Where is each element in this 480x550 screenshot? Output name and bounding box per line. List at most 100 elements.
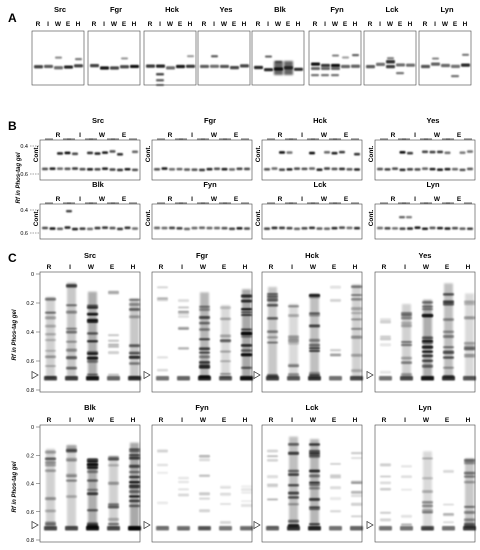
lane-label-c: R (269, 264, 274, 271)
lane-label-c: W (200, 264, 207, 271)
lane-label-c: H (353, 264, 358, 271)
blot-band (45, 324, 56, 328)
blot-band (221, 167, 228, 171)
blot-band (351, 490, 362, 494)
kinase-name-c-blk: Blk (84, 403, 97, 412)
blot-band (108, 351, 119, 355)
blot-band (321, 74, 329, 77)
blot-band (87, 312, 98, 315)
blot-band (117, 168, 123, 172)
blot-band (108, 373, 119, 377)
lane-label-c: E (332, 417, 337, 424)
lane-label-a: E (286, 21, 291, 28)
group-label-b: E (122, 196, 127, 203)
blot-band (288, 496, 299, 499)
blot-band (66, 348, 77, 352)
blot-band (288, 305, 299, 308)
lane-label-c: R (159, 264, 164, 271)
blot-band (220, 306, 231, 310)
lane-label-a: I (267, 21, 269, 28)
blot-band (443, 351, 454, 355)
blot-band (87, 488, 98, 491)
blot-band (464, 300, 475, 304)
blot-band (309, 226, 315, 230)
blot-band (66, 210, 72, 213)
blot-band (380, 475, 391, 478)
blot-band (399, 216, 405, 219)
blot-a-hck (143, 30, 197, 86)
kinase-name-c-fyn: Fyn (195, 403, 209, 412)
blot-band (331, 74, 339, 77)
blot-band (241, 504, 252, 507)
lane-label-c: H (243, 417, 248, 424)
group-label-b: I (414, 196, 416, 203)
blot-band (443, 356, 454, 359)
blot-band (443, 318, 454, 321)
blot-band (45, 311, 56, 314)
group-label-b: E (234, 196, 239, 203)
arrowhead-marker (253, 520, 261, 530)
blot-band (431, 62, 440, 66)
blot-band (267, 458, 278, 462)
blot-band (157, 463, 168, 467)
blot-band (288, 335, 299, 339)
control-label: Cont. (368, 146, 375, 163)
blot-smear (109, 455, 118, 528)
blot-band (443, 330, 454, 334)
blot-band (422, 301, 433, 304)
axis-tick-b: 0.4 (20, 144, 28, 150)
blot-band (45, 355, 56, 359)
group-label-b: W (321, 196, 328, 203)
control-label-group: Cont. (368, 210, 375, 227)
blot-band (380, 335, 391, 338)
blot-b-fyn (151, 203, 253, 240)
kinase-name-a-fyn: Fyn (330, 5, 344, 14)
blot-band (117, 152, 123, 156)
blot-band (330, 299, 341, 302)
blot-band (459, 168, 466, 172)
kinase-name-b-hck: Hck (313, 116, 328, 125)
blot-band (87, 151, 93, 155)
blot-band (157, 450, 168, 454)
blot-band (177, 376, 190, 381)
blot-band (309, 523, 320, 526)
blot-band (199, 338, 210, 341)
blot-band (129, 344, 140, 348)
blot-band (380, 343, 391, 347)
control-label-group: Cont. (33, 146, 40, 163)
blot-band (443, 293, 454, 296)
blot-band (351, 311, 362, 315)
blot-band (267, 498, 278, 501)
blot-band (199, 355, 210, 359)
blot-band (128, 526, 141, 531)
blot-band (87, 306, 98, 309)
arrowhead-marker (31, 370, 39, 380)
blot-band (288, 519, 299, 523)
lane-label-a: H (242, 21, 247, 28)
blot-band (401, 341, 412, 344)
blot-band (87, 340, 98, 343)
blot-band (421, 64, 430, 69)
blot-band (186, 64, 195, 68)
group-label-b: I (414, 132, 416, 139)
blot-band (463, 376, 476, 381)
blot-band (87, 227, 93, 231)
blot-band (309, 449, 320, 453)
panel-letter-a: A (8, 11, 17, 25)
kinase-name-b-src: Src (92, 116, 104, 125)
blot-band (45, 521, 56, 524)
blot-band (414, 226, 421, 229)
blot-band (376, 62, 385, 66)
lane-label-a: W (55, 21, 62, 28)
blot-band (178, 494, 189, 497)
blot-band (199, 509, 210, 513)
lane-label-a: H (188, 21, 193, 28)
blot-band (443, 302, 454, 306)
blot-band (129, 475, 140, 479)
blot-band (464, 511, 475, 514)
blot-band (422, 359, 433, 363)
blot-band (241, 308, 252, 311)
lane-label-c: H (243, 264, 248, 271)
blot-band (386, 64, 395, 69)
blot-band (199, 458, 210, 462)
